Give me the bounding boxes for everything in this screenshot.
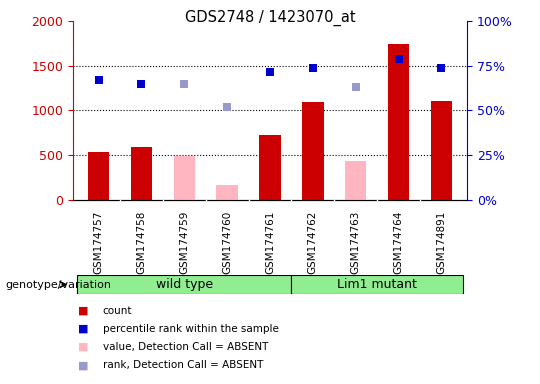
Bar <box>217 185 238 200</box>
Bar <box>88 152 109 200</box>
Text: value, Detection Call = ABSENT: value, Detection Call = ABSENT <box>103 342 268 352</box>
Bar <box>431 101 452 200</box>
Text: GSM174761: GSM174761 <box>265 211 275 274</box>
Text: percentile rank within the sample: percentile rank within the sample <box>103 324 279 334</box>
Text: GSM174758: GSM174758 <box>137 211 146 274</box>
Text: GSM174763: GSM174763 <box>350 211 361 274</box>
Bar <box>131 147 152 200</box>
Bar <box>173 156 195 200</box>
Text: GSM174757: GSM174757 <box>93 211 104 274</box>
Text: GSM174764: GSM174764 <box>394 211 403 274</box>
Bar <box>302 103 323 200</box>
Text: ■: ■ <box>78 342 89 352</box>
Bar <box>292 275 463 294</box>
Bar <box>345 161 367 200</box>
Text: ■: ■ <box>78 324 89 334</box>
Text: ■: ■ <box>78 360 89 370</box>
Text: genotype/variation: genotype/variation <box>5 280 111 290</box>
Text: wild type: wild type <box>156 278 213 291</box>
Text: count: count <box>103 306 132 316</box>
Bar <box>388 44 409 200</box>
Text: Lim1 mutant: Lim1 mutant <box>337 278 417 291</box>
Text: ■: ■ <box>78 306 89 316</box>
Text: GDS2748 / 1423070_at: GDS2748 / 1423070_at <box>185 10 355 26</box>
Text: rank, Detection Call = ABSENT: rank, Detection Call = ABSENT <box>103 360 263 370</box>
Bar <box>77 275 292 294</box>
Text: GSM174759: GSM174759 <box>179 211 190 274</box>
Text: GSM174762: GSM174762 <box>308 211 318 274</box>
Bar <box>259 134 281 200</box>
Text: GSM174760: GSM174760 <box>222 211 232 274</box>
Text: GSM174891: GSM174891 <box>436 211 447 274</box>
